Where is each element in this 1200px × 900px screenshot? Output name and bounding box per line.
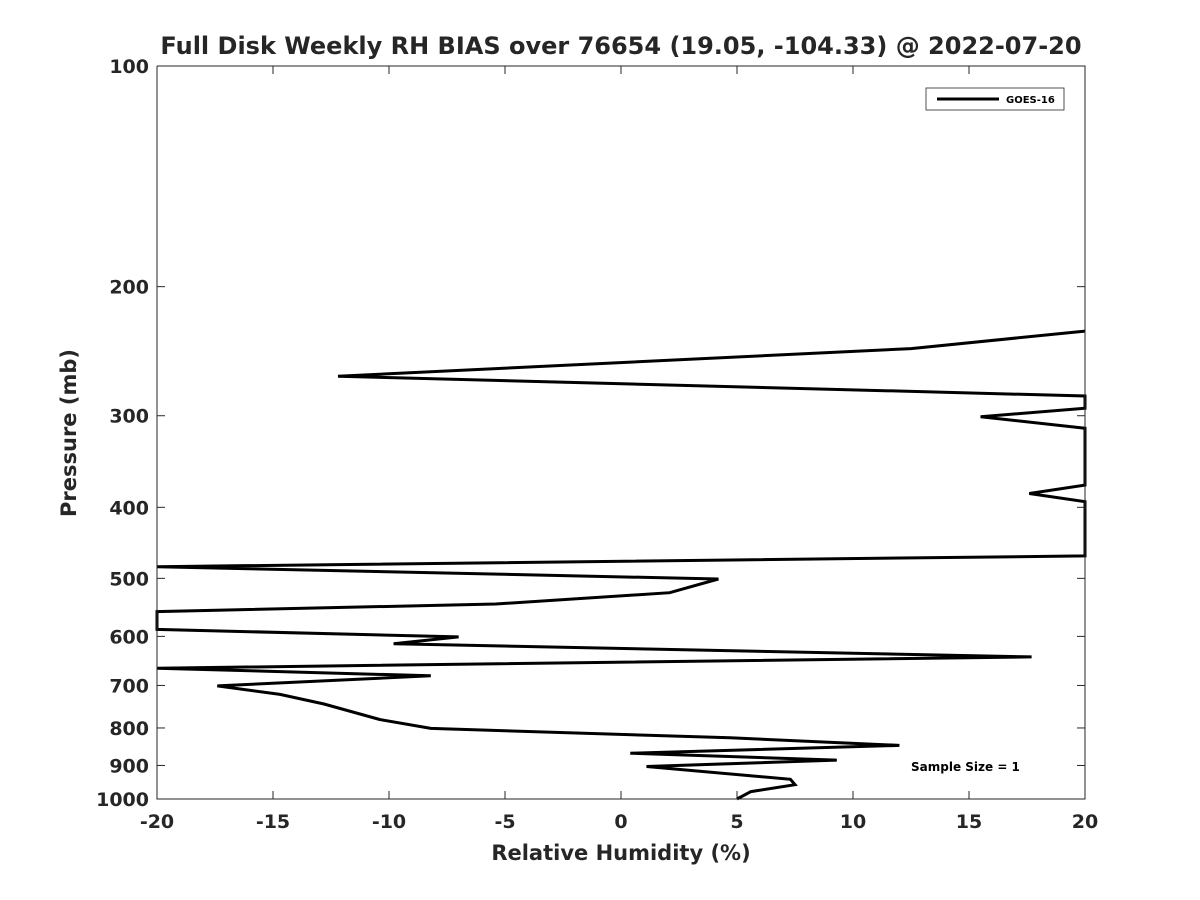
x-tick-label: -15 (256, 811, 290, 833)
series-layer (155, 329, 1087, 801)
x-tick-label: 10 (840, 811, 866, 833)
x-tick-label: -5 (494, 811, 515, 833)
y-tick-label: 400 (109, 497, 149, 519)
y-tick-label: 100 (109, 56, 149, 78)
y-tick-label: 800 (109, 718, 149, 740)
legend: GOES-16 (925, 87, 1065, 111)
x-tick-label: -10 (372, 811, 406, 833)
sample-size-annotation: Sample Size = 1 (911, 760, 1020, 774)
chart-title: Full Disk Weekly RH BIAS over 76654 (19.… (160, 32, 1081, 60)
y-tick-label: 700 (109, 675, 149, 697)
y-tick-label: 600 (109, 626, 149, 648)
series-line-goes-16 (155, 329, 1087, 801)
x-tick-label: -20 (140, 811, 174, 833)
y-tick-label: 200 (109, 277, 149, 299)
ticks-layer: -20 -15 -10 -5 0 5 10 15 20 100 200 300 400 500 600 700… (96, 56, 1098, 833)
legend-label-goes-16: GOES-16 (1006, 95, 1055, 106)
x-tick-label: 15 (956, 811, 982, 833)
y-tick-label: 1000 (96, 789, 149, 811)
y-tick-label: 500 (109, 568, 149, 590)
x-tick-label: 20 (1072, 811, 1098, 833)
plot-frame (156, 65, 1086, 800)
y-axis-label: Pressure (mb) (57, 349, 81, 517)
x-axis-label: Relative Humidity (%) (491, 841, 750, 865)
x-tick-label: 0 (614, 811, 627, 833)
x-tick-label: 5 (730, 811, 743, 833)
y-tick-label: 300 (109, 406, 149, 428)
y-tick-label: 900 (109, 755, 149, 777)
